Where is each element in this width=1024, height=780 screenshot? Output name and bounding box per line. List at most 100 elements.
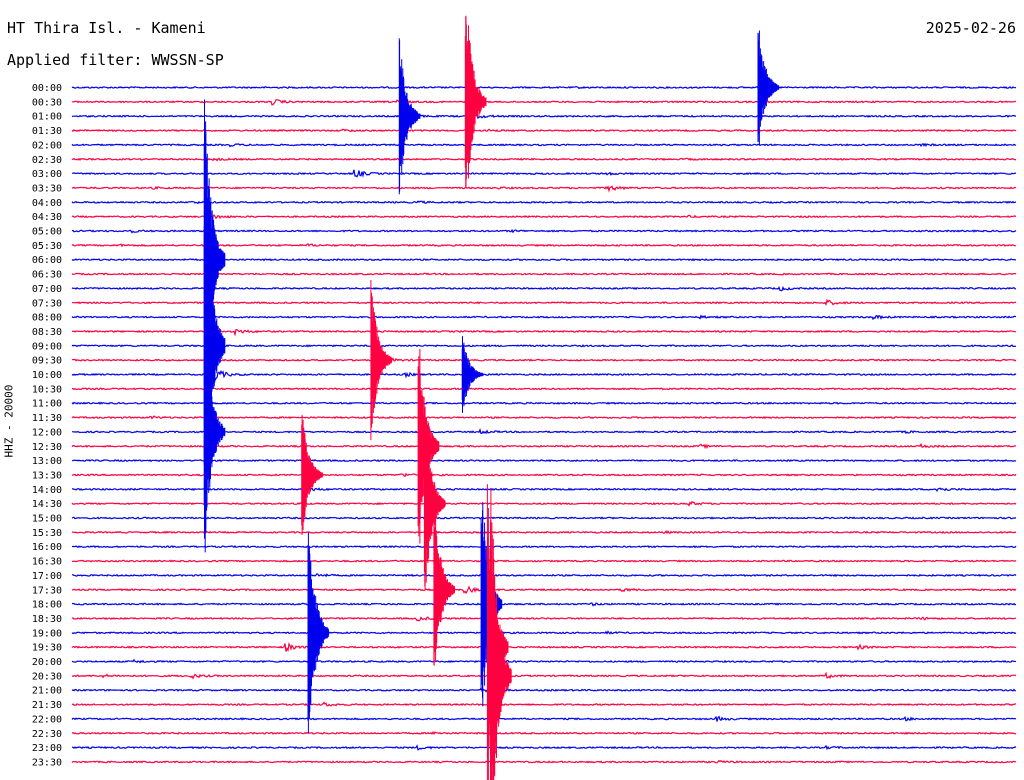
trace-row-0630 [71, 272, 1017, 276]
row-time-label: 04:30 [32, 212, 62, 223]
row-time-label: 19:30 [32, 643, 62, 654]
trace-row-1200 [71, 427, 1017, 435]
trace-row-2000 [71, 658, 1017, 664]
row-time-label: 23:30 [32, 757, 62, 768]
row-time-label: 01:30 [32, 126, 62, 137]
row-time-label: 04:00 [32, 198, 62, 209]
trace-row-0400 [71, 200, 1017, 205]
row-time-label: 19:00 [32, 628, 62, 639]
row-time-label: 22:30 [32, 729, 62, 740]
row-time-label: 16:00 [32, 542, 62, 553]
trace-row-2330 [71, 759, 1017, 764]
trace-row-1700 [71, 573, 1017, 578]
row-time-label: 12:30 [32, 442, 62, 453]
large-event-1900 [307, 532, 330, 734]
trace-row-0530 [71, 243, 1017, 248]
row-time-label: 14:30 [32, 499, 62, 510]
traces [71, 85, 1017, 764]
row-time-label: 13:00 [32, 456, 62, 467]
large-event-1000 [461, 336, 484, 413]
row-time-label: 20:00 [32, 657, 62, 668]
row-time-label: 10:00 [32, 370, 62, 381]
row-time-label: 10:30 [32, 384, 62, 395]
row-time-label: 05:30 [32, 241, 62, 252]
row-time-label: 09:00 [32, 341, 62, 352]
trace-row-1600 [72, 545, 1017, 549]
row-time-label: 02:30 [32, 155, 62, 166]
trace-row-0200 [71, 142, 1017, 148]
row-time-label: 09:30 [32, 356, 62, 367]
trace-row-1430 [71, 500, 1017, 507]
row-time-label: 15:00 [32, 514, 62, 525]
trace-row-0600 [71, 257, 1017, 262]
trace-row-2130 [71, 701, 1017, 707]
row-time-label: 16:30 [32, 557, 62, 568]
row-time-label: 07:30 [32, 298, 62, 309]
trace-row-1800 [71, 602, 1017, 607]
row-time-label: 21:30 [32, 700, 62, 711]
trace-row-0130 [71, 128, 1017, 133]
large-event-1330 [301, 414, 323, 535]
row-time-label: 03:30 [32, 183, 62, 194]
trace-row-0900 [71, 344, 1017, 348]
large-event-1200 [203, 311, 226, 553]
trace-row-1030 [71, 387, 1017, 391]
trace-row-1400 [71, 487, 1017, 492]
large-event-2030 [490, 488, 512, 780]
row-time-label: 02:00 [32, 140, 62, 151]
row-time-label: 17:30 [32, 585, 62, 596]
row-time-label: 18:00 [32, 600, 62, 611]
trace-row-0230 [71, 157, 1017, 162]
trace-row-2100 [71, 686, 1017, 693]
row-time-label: 12:00 [32, 427, 62, 438]
trace-row-0000 [71, 85, 1017, 90]
trace-row-1100 [71, 401, 1017, 405]
trace-row-1830 [71, 616, 1017, 622]
row-time-label: 15:30 [32, 528, 62, 539]
trace-row-0300 [71, 169, 1017, 178]
trace-row-2200 [71, 715, 1017, 722]
trace-row-0100 [71, 109, 1017, 123]
trace-row-1630 [71, 559, 1017, 563]
row-time-label: 05:00 [32, 227, 62, 238]
trace-row-1530 [71, 529, 1017, 535]
row-time-label: 22:00 [32, 714, 62, 725]
date-label: 2025-02-26 [925, 19, 1016, 37]
row-time-label: 01:00 [32, 112, 62, 123]
row-time-label: 13:30 [32, 470, 62, 481]
trace-row-1000 [71, 369, 1017, 383]
row-time-label: 20:30 [32, 671, 62, 682]
trace-row-2230 [71, 730, 1017, 736]
row-time-label: 23:00 [32, 743, 62, 754]
row-time-label: 21:00 [32, 686, 62, 697]
trace-row-1330 [71, 472, 1017, 478]
trace-row-2300 [71, 744, 1017, 751]
row-time-label: 17:00 [32, 571, 62, 582]
trace-row-1930 [71, 642, 1017, 652]
channel-axis-label: HHZ - 20000 [2, 384, 16, 458]
trace-row-1900 [71, 630, 1017, 635]
trace-row-0930 [71, 355, 1017, 364]
row-time-label: 03:00 [32, 169, 62, 180]
row-time-label: 08:30 [32, 327, 62, 338]
large-event-0930 [370, 280, 393, 441]
trace-row-0700 [71, 285, 1017, 292]
row-time-label: 18:30 [32, 614, 62, 625]
row-time-label: 00:00 [32, 83, 62, 94]
row-time-label: 07:00 [32, 284, 62, 295]
trace-row-1300 [71, 458, 1017, 463]
trace-row-1730 [71, 585, 1017, 595]
station-title: HT Thira Isl. - Kameni [7, 19, 206, 37]
trace-row-0330 [71, 185, 1017, 193]
large-event-0030 [464, 15, 487, 188]
trace-row-0830 [71, 328, 1016, 337]
trace-row-0800 [71, 314, 1017, 321]
trace-row-2030 [71, 671, 1017, 680]
trace-row-1130 [71, 415, 1017, 420]
trace-row-1230 [71, 442, 1017, 450]
row-time-label: 06:30 [32, 270, 62, 281]
row-time-label: 11:30 [32, 413, 62, 424]
large-event-0000 [757, 30, 780, 145]
large-event-0900 [203, 165, 226, 527]
